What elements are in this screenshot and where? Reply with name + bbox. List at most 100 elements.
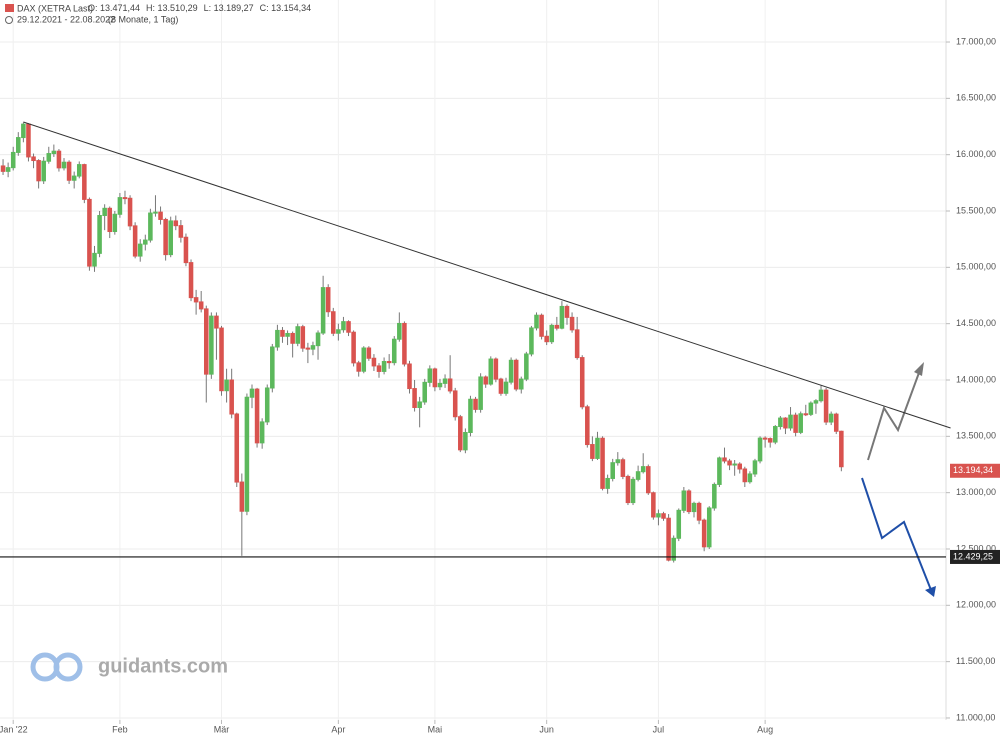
candle-body — [198, 301, 204, 310]
candle-body — [818, 389, 824, 402]
candle-body — [742, 468, 748, 483]
y-tick-label: 14.500,00 — [956, 318, 996, 328]
arrowhead — [914, 362, 924, 376]
candle-body — [366, 347, 372, 359]
candle-body — [833, 413, 839, 432]
candle-body — [767, 438, 773, 443]
header-title: DAX (XETRA Last) — [17, 3, 93, 13]
y-tick-label: 11.000,00 — [956, 712, 995, 722]
candle-body — [747, 473, 753, 483]
candle-body — [493, 358, 499, 380]
y-tick-label: 16.000,00 — [956, 149, 996, 159]
candle-body — [21, 123, 26, 139]
candle-body — [473, 398, 478, 410]
candle-body — [427, 368, 433, 383]
candle-body — [600, 437, 605, 489]
candle-body — [264, 387, 270, 423]
candle-body — [539, 314, 544, 337]
candle-body — [442, 378, 448, 384]
candle-body — [336, 329, 341, 334]
x-tick-label: Feb — [112, 724, 128, 734]
candle-body — [259, 421, 265, 444]
candle-body — [10, 151, 16, 169]
candle-body — [534, 314, 539, 329]
candle-body — [137, 243, 143, 257]
arrowhead — [925, 586, 936, 597]
last-price-label: 13.194,34 — [953, 465, 993, 475]
candle-body — [66, 161, 72, 181]
y-tick-label: 13.500,00 — [956, 431, 996, 441]
candle-body — [168, 220, 173, 256]
candle-body — [158, 211, 163, 220]
candle-body — [386, 361, 392, 364]
x-tick-label: Aug — [757, 724, 773, 734]
y-tick-label: 12.000,00 — [956, 600, 996, 610]
candle-body — [325, 287, 331, 313]
candle-body — [839, 430, 844, 468]
candle-body — [524, 353, 529, 380]
candle-body — [371, 357, 377, 367]
candle-body — [117, 197, 123, 215]
candle-body — [143, 239, 148, 245]
candle-body — [585, 406, 590, 446]
candle-body — [300, 326, 306, 349]
candle-body — [574, 329, 580, 359]
candle-body — [503, 381, 509, 394]
candle-body — [16, 137, 21, 153]
candle-body — [788, 414, 793, 429]
quote-value: C: 13.154,34 — [260, 3, 312, 13]
candle-body — [757, 437, 763, 462]
y-tick-label: 17.000,00 — [956, 36, 996, 46]
candle-body — [331, 311, 336, 334]
candle-body — [188, 262, 194, 299]
header-period: (8 Monate, 1 Tag) — [108, 14, 178, 24]
x-tick-label: Jul — [653, 724, 665, 734]
quote-value: L: 13.189,27 — [204, 3, 254, 13]
candle-body — [686, 490, 692, 513]
candle-body — [285, 332, 290, 337]
candle-body — [590, 444, 595, 459]
candle-body — [559, 305, 565, 329]
candle-body — [92, 252, 97, 267]
candle-body — [549, 324, 555, 343]
candle-body — [0, 165, 6, 172]
candle-body — [508, 359, 514, 383]
candle-body — [458, 416, 463, 451]
candle-body — [397, 322, 402, 340]
candle-body — [229, 379, 234, 415]
y-tick-label: 14.000,00 — [956, 374, 996, 384]
candle-body — [488, 358, 494, 385]
candle-body — [31, 156, 36, 162]
candle-body — [518, 378, 524, 390]
header-range: 29.12.2021 - 22.08.2022 — [17, 14, 115, 24]
x-tick-label: Jan '22 — [0, 724, 28, 734]
candle-body — [5, 167, 11, 172]
candle-body — [224, 379, 229, 392]
candle-body — [132, 225, 138, 257]
candle-body — [569, 316, 575, 331]
candle-body — [706, 507, 712, 548]
candle-body — [148, 212, 153, 241]
candle-body — [498, 378, 504, 394]
candle-body — [737, 463, 743, 470]
y-tick-label: 15.500,00 — [956, 205, 996, 215]
candle-body — [696, 502, 702, 521]
candle-body — [153, 211, 158, 214]
candle-body — [437, 382, 443, 388]
candle-body — [823, 389, 829, 423]
icon — [5, 16, 13, 24]
candle-body — [727, 460, 732, 466]
trendline — [23, 121, 951, 429]
candle-body — [112, 213, 118, 233]
icon — [5, 4, 14, 12]
candle-body — [478, 376, 483, 410]
candle-body — [97, 215, 102, 254]
candle-body — [793, 414, 798, 433]
y-tick-label: 15.000,00 — [956, 262, 996, 272]
candle-body — [691, 502, 697, 513]
candle-body — [620, 459, 626, 477]
y-tick-label: 13.000,00 — [956, 487, 996, 497]
candle-body — [732, 463, 737, 466]
